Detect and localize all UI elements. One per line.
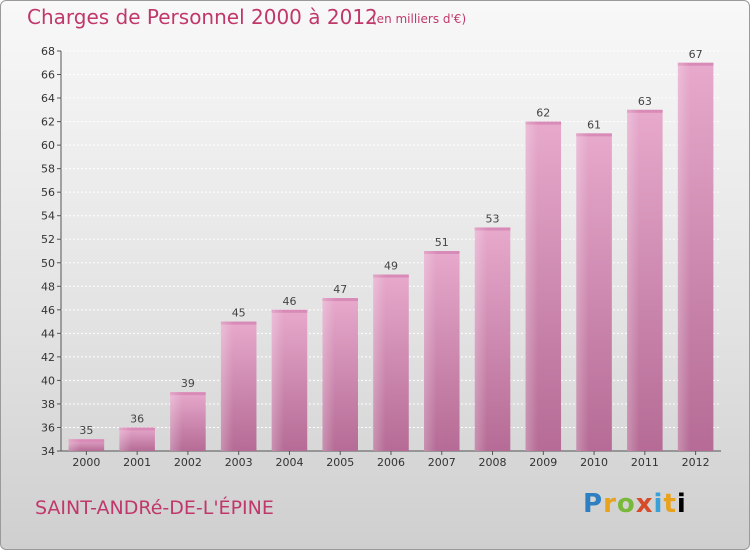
data-label: 46 bbox=[282, 295, 296, 308]
x-tick-label: 2009 bbox=[529, 456, 557, 469]
bar-highlight bbox=[677, 62, 691, 451]
x-tick-label: 2004 bbox=[275, 456, 303, 469]
x-tick-label: 2007 bbox=[428, 456, 456, 469]
bar-highlight bbox=[220, 321, 234, 451]
logo-letter: r bbox=[603, 489, 617, 519]
x-tick-label: 2005 bbox=[326, 456, 354, 469]
y-tick-label: 58 bbox=[41, 163, 55, 176]
bar-top-edge bbox=[576, 133, 612, 137]
y-tick-label: 48 bbox=[41, 280, 55, 293]
x-tick-label: 2001 bbox=[123, 456, 151, 469]
bar-top-edge bbox=[525, 121, 562, 125]
bar-highlight bbox=[170, 392, 183, 451]
bar-highlight bbox=[271, 309, 285, 451]
y-tick-label: 52 bbox=[41, 233, 55, 246]
logo-letter: o bbox=[616, 489, 636, 519]
x-tick-label: 2010 bbox=[580, 456, 608, 469]
data-label: 49 bbox=[384, 260, 398, 273]
chart-title: Charges de Personnel 2000 à 2012 bbox=[27, 5, 378, 29]
x-tick-label: 2006 bbox=[377, 456, 405, 469]
bar-highlight bbox=[627, 109, 640, 451]
bar-top-edge bbox=[627, 109, 663, 113]
bar-highlight bbox=[119, 427, 132, 451]
y-tick-label: 38 bbox=[41, 398, 55, 411]
logo-letter: x bbox=[635, 489, 654, 519]
bar-top-edge bbox=[68, 439, 105, 443]
bar-highlight bbox=[68, 439, 82, 451]
bar-highlight bbox=[474, 227, 488, 451]
bar-top-edge bbox=[170, 392, 206, 396]
y-tick-label: 64 bbox=[41, 92, 55, 105]
x-tick-label: 2012 bbox=[682, 456, 710, 469]
y-tick-label: 68 bbox=[41, 45, 55, 58]
bar-top-edge bbox=[271, 309, 308, 313]
logo-letter: i bbox=[676, 489, 687, 519]
bar-highlight bbox=[576, 133, 589, 451]
bar-top-edge bbox=[373, 274, 409, 278]
data-label: 62 bbox=[536, 107, 550, 120]
logo-letter: P bbox=[583, 489, 604, 519]
data-label: 67 bbox=[689, 48, 703, 61]
data-label: 39 bbox=[181, 377, 195, 390]
y-tick-label: 36 bbox=[41, 421, 55, 434]
y-tick-label: 34 bbox=[41, 445, 55, 458]
data-label: 45 bbox=[232, 307, 246, 320]
logo-letter: t bbox=[663, 489, 677, 519]
bar-highlight bbox=[322, 298, 335, 451]
y-tick-label: 56 bbox=[41, 186, 55, 199]
x-tick-label: 2003 bbox=[225, 456, 253, 469]
bars: 35 36 39 45 46 47 49 51 53 62 61 63 67 bbox=[68, 48, 714, 452]
x-tick-label: 2011 bbox=[631, 456, 659, 469]
bar-highlight bbox=[525, 121, 538, 452]
y-tick-label: 40 bbox=[41, 374, 55, 387]
y-tick-label: 50 bbox=[41, 257, 55, 270]
x-tick-label: 2000 bbox=[72, 456, 100, 469]
bar-top-edge bbox=[322, 298, 358, 302]
y-tick-label: 60 bbox=[41, 139, 55, 152]
y-tick-label: 62 bbox=[41, 116, 55, 129]
bar-highlight bbox=[373, 274, 386, 451]
bar-top-edge bbox=[474, 227, 511, 231]
logo-letter: i bbox=[653, 489, 664, 519]
town-name: SAINT-ANDRé-DE-L'ÉPINE bbox=[35, 497, 274, 519]
y-tick-label: 42 bbox=[41, 351, 55, 364]
data-label: 47 bbox=[333, 283, 347, 296]
bar-top-edge bbox=[119, 427, 155, 431]
x-tick-label: 2008 bbox=[479, 456, 507, 469]
y-tick-label: 44 bbox=[41, 327, 55, 340]
proxiti-logo[interactable]: Proxiti bbox=[583, 489, 687, 519]
data-label: 61 bbox=[587, 118, 601, 131]
x-tick-label: 2002 bbox=[174, 456, 202, 469]
data-label: 53 bbox=[486, 212, 500, 225]
x-axis: 2000 2001 2002 2003 2004 2005 2006 2007 2008 2009… bbox=[72, 451, 710, 469]
bar-top-edge bbox=[677, 62, 714, 66]
data-label: 51 bbox=[435, 236, 449, 249]
y-tick-label: 66 bbox=[41, 69, 55, 82]
data-label: 35 bbox=[79, 424, 93, 437]
bar-highlight bbox=[424, 251, 437, 451]
data-label: 63 bbox=[638, 95, 652, 108]
bar-2000[interactable] bbox=[68, 439, 105, 451]
bar-top-edge bbox=[424, 251, 460, 254]
chart-subtitle: (en milliers d'€) bbox=[372, 12, 467, 26]
y-tick-label: 54 bbox=[41, 210, 55, 223]
data-label: 36 bbox=[130, 412, 144, 425]
y-tick-label: 46 bbox=[41, 304, 55, 317]
bar-top-edge bbox=[220, 321, 257, 325]
